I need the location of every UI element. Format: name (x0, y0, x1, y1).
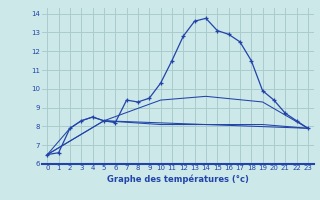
X-axis label: Graphe des températures (°c): Graphe des températures (°c) (107, 174, 249, 184)
